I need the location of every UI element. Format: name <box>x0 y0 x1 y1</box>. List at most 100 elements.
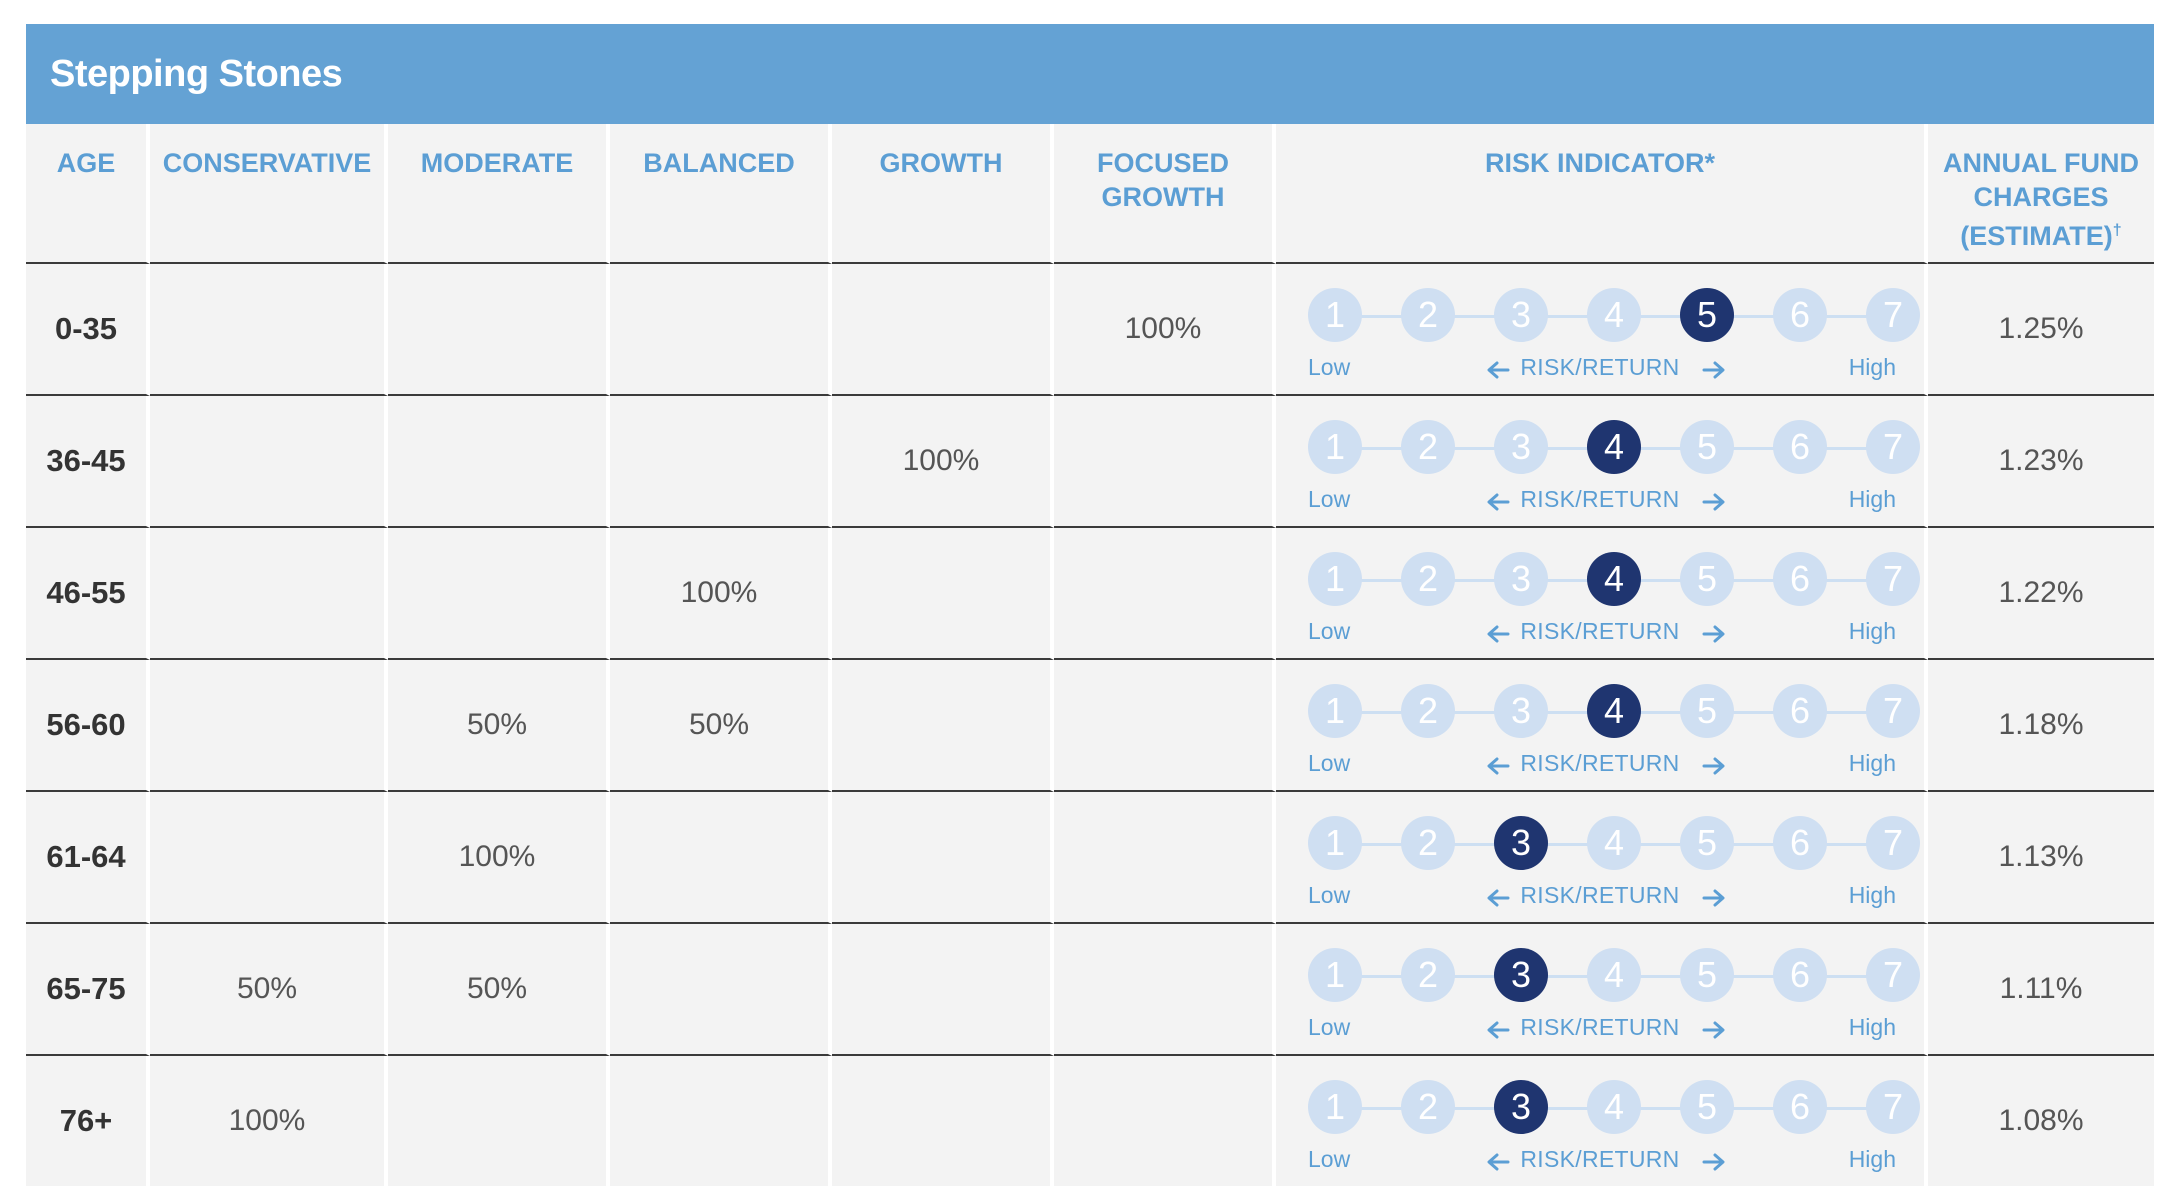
focused-growth-cell <box>1054 1056 1276 1186</box>
risk-level-4-active: 4 <box>1587 552 1641 606</box>
age-cell: 65-75 <box>26 924 150 1056</box>
risk-level-1: 1 <box>1308 816 1362 870</box>
risk-high-label: High <box>1848 1014 1896 1040</box>
age-cell: 46-55 <box>26 528 150 660</box>
focused-growth-cell: 100% <box>1054 264 1276 396</box>
risk-level-2: 2 <box>1401 684 1455 738</box>
moderate-cell <box>388 396 610 528</box>
risk-level-2: 2 <box>1401 1080 1455 1134</box>
annual-charge-cell: 1.18% <box>1928 660 2154 792</box>
risk-low-label: Low <box>1308 354 1351 380</box>
growth-cell <box>832 528 1054 660</box>
risk-low-label: Low <box>1308 750 1351 776</box>
risk-level-3-active: 3 <box>1494 948 1548 1002</box>
growth-cell: 100% <box>832 396 1054 528</box>
annual-charge-cell: 1.11% <box>1928 924 2154 1056</box>
header-risk-indicator: RISK INDICATOR* <box>1276 124 1928 264</box>
focused-growth-cell <box>1054 528 1276 660</box>
arrow-left-icon <box>1486 620 1510 644</box>
risk-level-6: 6 <box>1773 816 1827 870</box>
risk-return-label: RISK/RETURN <box>1520 618 1680 644</box>
arrow-right-icon <box>1702 752 1726 776</box>
growth-cell <box>832 264 1054 396</box>
risk-level-2: 2 <box>1401 816 1455 870</box>
balanced-cell <box>610 1056 832 1186</box>
risk-level-6: 6 <box>1773 552 1827 606</box>
risk-level-1: 1 <box>1308 552 1362 606</box>
risk-level-1: 1 <box>1308 288 1362 342</box>
risk-high-label: High <box>1848 486 1896 512</box>
header-growth: GROWTH <box>832 124 1054 264</box>
risk-level-2: 2 <box>1401 420 1455 474</box>
risk-low-label: Low <box>1308 1146 1351 1172</box>
risk-level-6: 6 <box>1773 288 1827 342</box>
balanced-cell: 100% <box>610 528 832 660</box>
risk-level-7: 7 <box>1866 816 1920 870</box>
header-focused-growth: FOCUSED GROWTH <box>1054 124 1276 264</box>
risk-level-1: 1 <box>1308 1080 1362 1134</box>
moderate-cell <box>388 264 610 396</box>
growth-cell <box>832 1056 1054 1186</box>
risk-level-6: 6 <box>1773 420 1827 474</box>
risk-return-label: RISK/RETURN <box>1520 750 1680 776</box>
risk-level-7: 7 <box>1866 684 1920 738</box>
conservative-cell: 100% <box>150 1056 388 1186</box>
annual-charge-cell: 1.08% <box>1928 1056 2154 1186</box>
risk-level-3: 3 <box>1494 420 1548 474</box>
arrow-right-icon <box>1702 1016 1726 1040</box>
focused-growth-cell <box>1054 396 1276 528</box>
annual-charge-cell: 1.25% <box>1928 264 2154 396</box>
risk-level-7: 7 <box>1866 1080 1920 1134</box>
risk-level-3-active: 3 <box>1494 816 1548 870</box>
risk-level-6: 6 <box>1773 684 1827 738</box>
risk-low-label: Low <box>1308 486 1351 512</box>
moderate-cell <box>388 1056 610 1186</box>
conservative-cell <box>150 264 388 396</box>
conservative-cell <box>150 396 388 528</box>
risk-high-label: High <box>1848 750 1896 776</box>
balanced-cell <box>610 924 832 1056</box>
risk-level-6: 6 <box>1773 948 1827 1002</box>
risk-level-1: 1 <box>1308 420 1362 474</box>
header-balanced: BALANCED <box>610 124 832 264</box>
risk-level-5: 5 <box>1680 684 1734 738</box>
risk-level-4: 4 <box>1587 816 1641 870</box>
risk-level-7: 7 <box>1866 552 1920 606</box>
risk-level-4: 4 <box>1587 1080 1641 1134</box>
arrow-left-icon <box>1486 1016 1510 1040</box>
annual-charge-cell: 1.22% <box>1928 528 2154 660</box>
risk-return-label: RISK/RETURN <box>1520 486 1680 512</box>
conservative-cell <box>150 528 388 660</box>
arrow-right-icon <box>1702 1148 1726 1172</box>
arrow-left-icon <box>1486 488 1510 512</box>
stepping-stones-table-card: Stepping Stones AGE CONSERVATIVE MODERAT… <box>26 24 2154 1186</box>
growth-cell <box>832 924 1054 1056</box>
moderate-cell: 50% <box>388 924 610 1056</box>
risk-level-4: 4 <box>1587 948 1641 1002</box>
risk-level-4: 4 <box>1587 288 1641 342</box>
annual-charge-cell: 1.23% <box>1928 396 2154 528</box>
risk-level-1: 1 <box>1308 948 1362 1002</box>
focused-growth-cell <box>1054 924 1276 1056</box>
risk-level-2: 2 <box>1401 288 1455 342</box>
age-cell: 0-35 <box>26 264 150 396</box>
arrow-left-icon <box>1486 884 1510 908</box>
risk-level-6: 6 <box>1773 1080 1827 1134</box>
risk-return-label: RISK/RETURN <box>1520 354 1680 380</box>
arrow-right-icon <box>1702 884 1726 908</box>
